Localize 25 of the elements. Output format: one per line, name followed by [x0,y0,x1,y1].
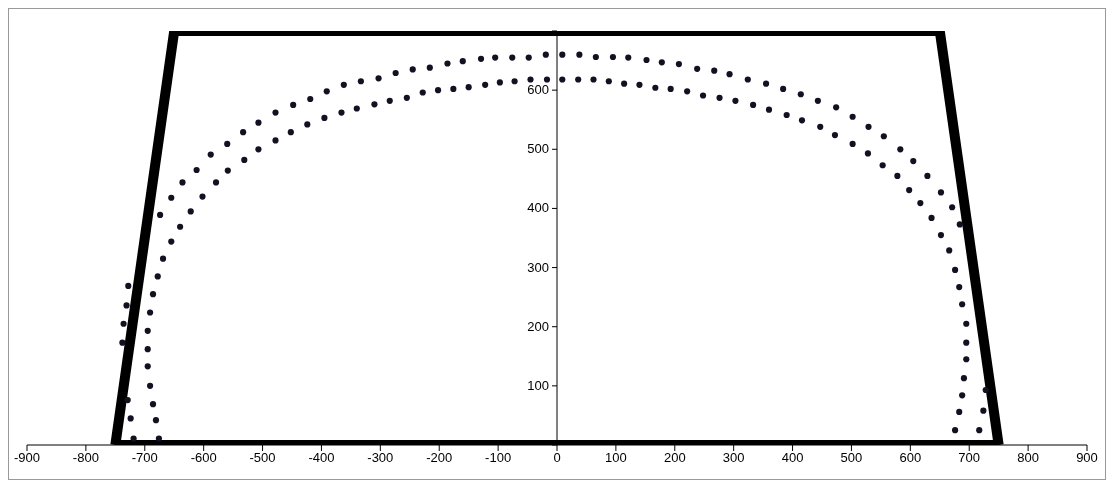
y-tick-label: 100 [527,377,549,393]
x-tick-label: 100 [605,450,627,466]
x-tick-label: 200 [663,450,686,466]
x-tick-label: 500 [840,450,863,466]
x-tick-label: 700 [958,450,981,466]
x-tick-label: -100 [485,450,512,466]
x-tick-label: 800 [1017,450,1039,466]
x-tick-label: -900 [13,450,41,466]
x-tick-label: -700 [131,450,158,466]
x-tick-label: 300 [722,450,745,466]
y-tick-label: 400 [527,200,549,216]
x-tick-label: -600 [190,450,217,466]
y-tick-label: 300 [527,259,549,275]
y-tick-label: 200 [527,318,549,334]
x-tick-label: -300 [367,450,394,466]
x-tick-label: -200 [426,450,453,466]
x-tick-label: 600 [899,450,922,466]
y-tick-label: 500 [527,141,549,157]
x-tick-label: 900 [1076,450,1098,466]
x-tick-label: 400 [781,450,804,466]
x-tick-label: 0 [553,450,561,466]
y-tick-label: 600 [527,82,549,98]
x-tick-label: -500 [249,450,276,466]
x-tick-label: -800 [72,450,99,466]
x-tick-label: -400 [308,450,335,466]
